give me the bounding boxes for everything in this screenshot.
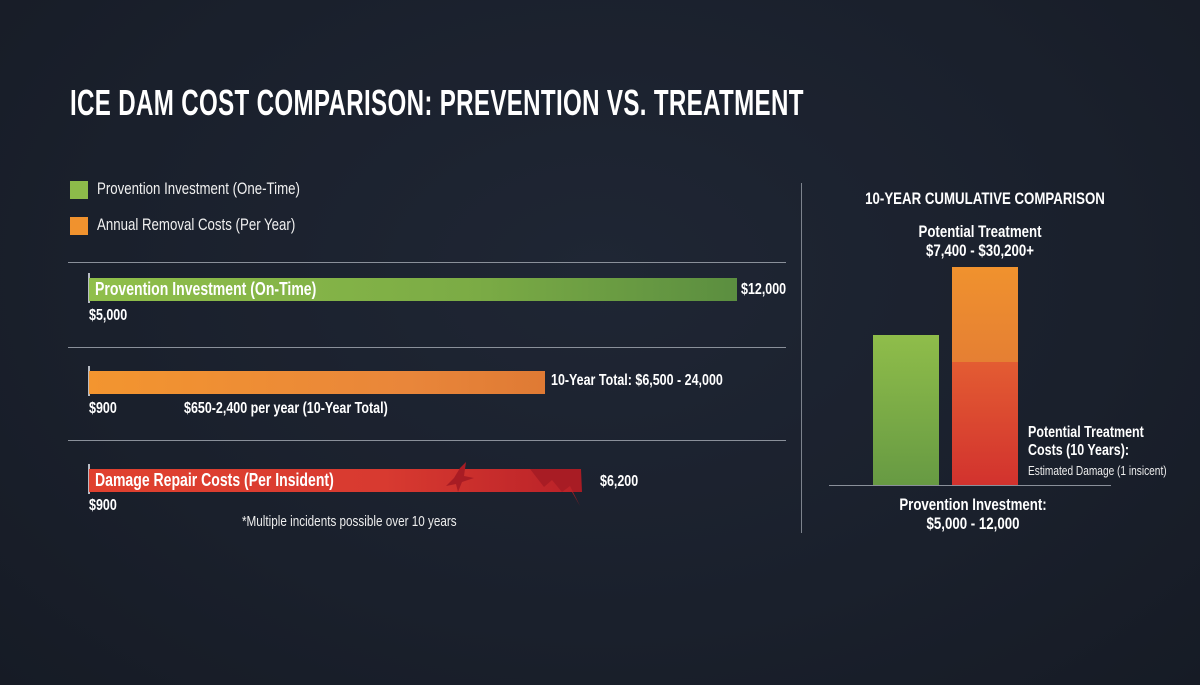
bar-start-label-removal: $900 bbox=[89, 400, 117, 417]
legend-swatch-prevention bbox=[70, 181, 88, 199]
bar-label-prevention: Provention Investment (On-Time) bbox=[95, 279, 317, 299]
legend-label-prevention: Provention Investment (One-Time) bbox=[97, 179, 300, 198]
panel-separator bbox=[801, 183, 802, 533]
bar-start-label-prevention: $5,000 bbox=[89, 307, 128, 324]
prevention-bottom-value: $5,000 - 12,000 bbox=[926, 514, 1020, 533]
crack-icon bbox=[446, 462, 582, 506]
bar-removal-cumulative bbox=[952, 267, 1018, 362]
side-label-1: Potential Treatment bbox=[1028, 424, 1144, 441]
bar-removal bbox=[89, 371, 545, 394]
bar-label-damage: Damage Repair Costs (Per Insident) bbox=[95, 470, 334, 490]
bar-end-label-prevention: $12,000 bbox=[741, 281, 787, 298]
bar-damage-cumulative bbox=[952, 362, 1018, 485]
legend-label-removal: Annual Removal Costs (Per Year) bbox=[97, 215, 296, 234]
bar-end-label-removal: 10-Year Total: $6,500 - 24,000 bbox=[551, 372, 723, 389]
bar-end-label-damage: $6,200 bbox=[600, 473, 639, 490]
bar-sub-label-removal: $650-2,400 per year (10-Year Total) bbox=[184, 400, 388, 417]
treatment-top-label: Potential Treatment bbox=[918, 222, 1042, 241]
right-chart-title: 10-YEAR CUMULATIVE COMPARISON bbox=[865, 189, 1105, 208]
bar-prevention-cumulative bbox=[873, 335, 939, 485]
treatment-top-value: $7,400 - $30,200+ bbox=[925, 241, 1035, 260]
divider bbox=[68, 347, 786, 348]
page-title: ICE DAM COST COMPARISON: PREVENTION VS. … bbox=[70, 82, 804, 123]
side-label-3: Estimated Damage (1 insicent) bbox=[1028, 463, 1167, 478]
bar-prevention bbox=[89, 278, 737, 301]
side-label-2: Costs (10 Years): bbox=[1028, 442, 1130, 459]
baseline bbox=[829, 485, 1111, 486]
legend-swatch-removal bbox=[70, 217, 88, 235]
divider bbox=[68, 262, 786, 263]
prevention-bottom-label: Provention Investment: bbox=[899, 495, 1047, 514]
bar-start-label-damage: $900 bbox=[89, 497, 117, 514]
footnote: *Multiple incidents possible over 10 yea… bbox=[242, 513, 457, 530]
divider bbox=[68, 440, 786, 441]
